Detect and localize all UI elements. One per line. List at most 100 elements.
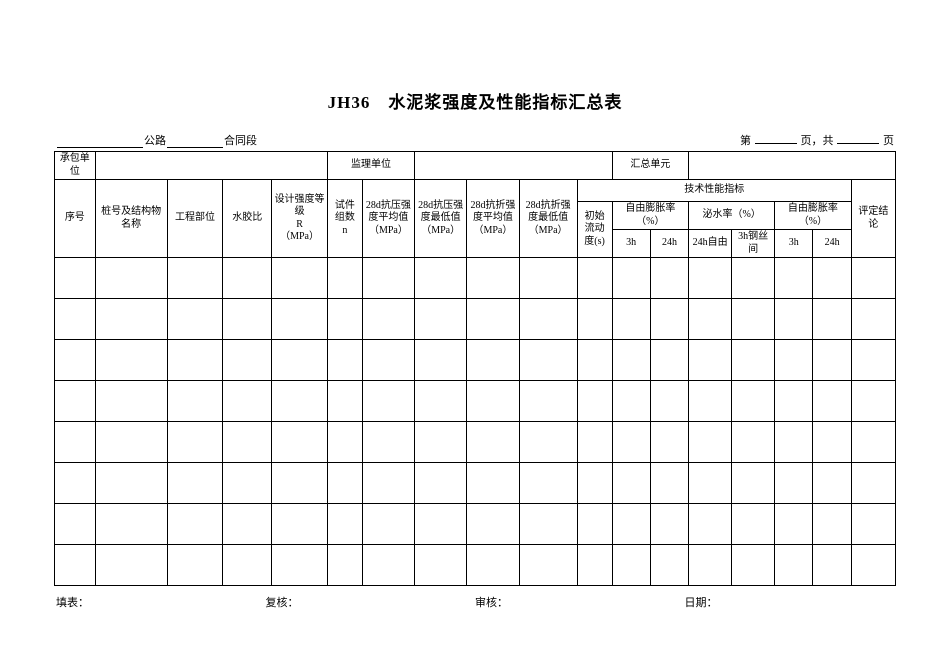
contractor-label: 承包单位 [55,152,96,180]
table-cell [167,299,223,340]
tech-perf-header: 技术性能指标 [577,180,851,202]
table-cell [362,504,414,545]
table-cell [167,381,223,422]
exp2-24h-header: 24h [813,230,851,258]
table-cell [577,258,612,299]
table-cell [362,381,414,422]
table-cell [223,299,272,340]
table-cell [55,545,96,586]
table-cell [415,299,467,340]
table-cell [813,258,851,299]
table-cell [577,545,612,586]
table-cell [362,463,414,504]
table-cell [327,422,362,463]
table-cell [689,381,732,422]
verdict-header: 评定结论 [851,180,895,258]
table-cell [362,258,414,299]
exp1-3h-header: 3h [612,230,650,258]
table-cell [95,463,167,504]
table-cell [577,463,612,504]
table-cell [362,340,414,381]
table-cell [612,381,650,422]
table-row [55,463,896,504]
page-mid: 页，共 [801,135,834,147]
table-cell [775,463,813,504]
exp1-24h-header: 24h [650,230,688,258]
table-cell [519,340,577,381]
table-cell [650,340,688,381]
table-cell [167,340,223,381]
table-cell [272,504,328,545]
table-cell [272,381,328,422]
table-cell [272,422,328,463]
subtitle-right: 第 页，共 页 [740,131,894,148]
seq-header: 序号 [55,180,96,258]
table-cell [95,545,167,586]
initial-flow-header: 初始流动度(s) [577,202,612,258]
table-cell [775,545,813,586]
table-cell [415,381,467,422]
flex-min-header: 28d抗折强度最低值（MPa） [519,180,577,258]
table-cell [813,504,851,545]
page-total-blank [837,131,879,144]
table-cell [732,545,775,586]
subtitle-row: 公路 合同段 第 页，共 页 [54,131,896,148]
table-cell [612,504,650,545]
table-cell [223,381,272,422]
table-row [55,340,896,381]
table-cell [732,258,775,299]
table-cell [577,422,612,463]
page-suffix: 页 [883,135,894,147]
table-cell [775,340,813,381]
table-cell [689,504,732,545]
table-cell [467,381,519,422]
review-label: 复核： [266,594,476,610]
data-body [55,258,896,586]
table-cell [732,463,775,504]
table-cell [327,381,362,422]
table-cell [650,463,688,504]
table-cell [650,422,688,463]
table-cell [689,258,732,299]
table-cell [95,258,167,299]
table-cell [813,381,851,422]
table-cell [95,504,167,545]
table-cell [415,422,467,463]
table-cell [689,299,732,340]
form-page: JH36 水泥浆强度及性能指标汇总表 公路 合同段 第 页，共 页 [0,0,950,610]
table-cell [362,299,414,340]
bleed-24h-free-header: 24h自由 [689,230,732,258]
table-cell [577,299,612,340]
table-cell [813,463,851,504]
table-cell [95,340,167,381]
table-cell [272,340,328,381]
table-cell [732,504,775,545]
fill-label: 填表： [56,594,266,610]
expansion2-header: 自由膨胀率（%） [775,202,852,230]
table-cell [851,299,895,340]
table-cell [467,258,519,299]
table-cell [732,299,775,340]
part-header: 工程部位 [167,180,223,258]
table-cell [55,381,96,422]
pile-name-header: 桩号及结构物名称 [95,180,167,258]
table-cell [55,422,96,463]
table-cell [775,299,813,340]
table-cell [650,299,688,340]
table-cell [775,422,813,463]
comp-min-header: 28d抗压强度最低值（MPa） [415,180,467,258]
table-cell [851,381,895,422]
table-row [55,299,896,340]
table-cell [519,381,577,422]
main-table: 承包单位 监理单位 汇总单元 序号 桩号及结构物名称 工程部位 水胶比 设计强度… [54,151,896,586]
table-cell [519,299,577,340]
info-row: 承包单位 监理单位 汇总单元 [55,152,896,180]
water-ratio-header: 水胶比 [223,180,272,258]
table-cell [732,422,775,463]
table-cell [327,258,362,299]
date-label: 日期： [685,594,895,610]
subtitle-left: 公路 合同段 [56,131,257,148]
audit-label: 审核： [475,594,685,610]
table-cell [272,299,328,340]
table-cell [851,422,895,463]
